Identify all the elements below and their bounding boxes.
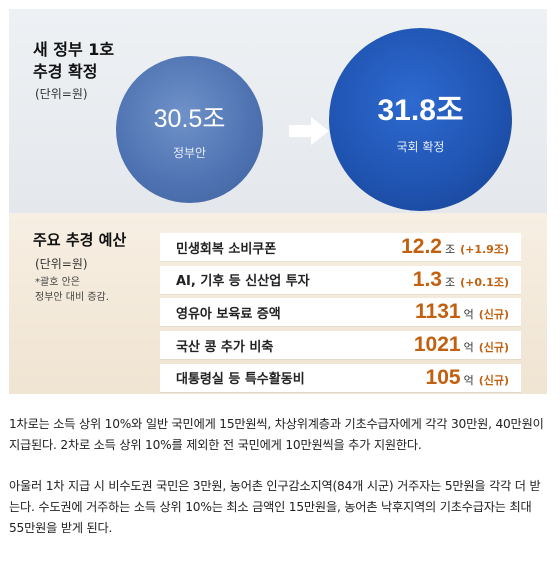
budget-item-change: (+0.1조) bbox=[460, 275, 509, 289]
budget-item-amount: 1021 bbox=[413, 333, 461, 357]
footnote-line1: *괄호 안은 bbox=[35, 277, 80, 288]
bottom-title: 주요 추경 예산 bbox=[33, 231, 127, 249]
budget-item-unit: 억 bbox=[463, 308, 474, 322]
budget-item-amount: 1.3 bbox=[412, 267, 442, 291]
budget-item-change: (신규) bbox=[478, 341, 509, 355]
budget-item-change: (+1.9조) bbox=[460, 243, 509, 256]
budget-item-value: 12.2 조 (+1.9조) bbox=[401, 235, 509, 259]
budget-item-value: 1131 억 (신규) bbox=[415, 300, 509, 324]
assembly-confirmed-circle: 31.8조 국회 확정 bbox=[329, 28, 512, 211]
article-paragraph-2: 아울러 1차 지급 시 비수도권 국민은 3만원, 농어촌 인구감소지역(84개… bbox=[9, 479, 541, 535]
bottom-footnote: *괄호 안은 정부안 대비 증감. bbox=[35, 275, 145, 305]
budget-item-unit: 조 bbox=[444, 275, 456, 289]
top-unit-label: (단위=원) bbox=[35, 87, 88, 101]
top-title: 새 정부 1호 추경 확정 bbox=[33, 39, 114, 83]
assembly-amount: 31.8조 bbox=[377, 93, 464, 127]
budget-item-change: (신규) bbox=[478, 308, 509, 322]
budget-item-value: 1.3 조 (+0.1조) bbox=[413, 268, 509, 292]
budget-item-label: 영유아 보육료 증액 bbox=[176, 306, 281, 322]
government-proposal-circle: 30.5조 정부안 bbox=[116, 56, 263, 203]
budget-row: 대통령실 등 특수활동비 105 억 (신규) bbox=[160, 363, 521, 392]
budget-infographic: 새 정부 1호 추경 확정 (단위=원) 30.5조 정부안 31.8조 국회 … bbox=[9, 9, 547, 394]
footnote-line2: 정부안 대비 증감. bbox=[35, 292, 109, 303]
major-budget-items-panel: 주요 추경 예산 (단위=원) *괄호 안은 정부안 대비 증감. 민생회복 소… bbox=[9, 213, 547, 394]
budget-row: 영유아 보육료 증액 1131 억 (신규) bbox=[160, 298, 521, 327]
budget-item-value: 1021 억 (신규) bbox=[414, 333, 509, 357]
budget-row: 민생회복 소비쿠폰 12.2 조 (+1.9조) bbox=[160, 233, 521, 261]
budget-item-label: 국산 콩 추가 비축 bbox=[176, 339, 274, 355]
supplementary-budget-comparison: 새 정부 1호 추경 확정 (단위=원) 30.5조 정부안 31.8조 국회 … bbox=[9, 9, 547, 213]
budget-item-label: 대통령실 등 특수활동비 bbox=[176, 372, 305, 388]
assembly-label: 국회 확정 bbox=[396, 139, 445, 154]
government-amount: 30.5조 bbox=[153, 104, 226, 133]
budget-item-change: (신규) bbox=[478, 373, 509, 387]
bottom-unit-label: (단위=원) bbox=[35, 257, 88, 271]
article-paragraph-1: 1차로는 소득 상위 10%와 일반 국민에게 15만원씩, 차상위계층과 기초… bbox=[9, 417, 544, 452]
budget-item-value: 105 억 (신규) bbox=[426, 366, 509, 390]
budget-item-amount: 12.2 bbox=[401, 235, 442, 258]
top-title-line2: 추경 확정 bbox=[33, 62, 98, 81]
government-label: 정부안 bbox=[172, 145, 207, 160]
budget-row: AI, 기후 등 신산업 투자 1.3 조 (+0.1조) bbox=[160, 265, 521, 294]
budget-item-amount: 1131 bbox=[415, 300, 461, 324]
budget-row: 국산 콩 추가 비축 1021 억 (신규) bbox=[160, 331, 521, 360]
budget-item-label: 민생회복 소비쿠폰 bbox=[176, 241, 277, 257]
budget-item-unit: 억 bbox=[463, 341, 474, 355]
budget-item-list: 민생회복 소비쿠폰 12.2 조 (+1.9조) AI, 기후 등 신산업 투자… bbox=[160, 233, 521, 396]
budget-item-unit: 조 bbox=[444, 243, 456, 256]
budget-item-unit: 억 bbox=[463, 373, 474, 387]
budget-item-amount: 105 bbox=[425, 365, 461, 389]
top-title-line1: 새 정부 1호 bbox=[33, 40, 115, 59]
article-body: 1차로는 소득 상위 10%와 일반 국민에게 15만원씩, 차상위계층과 기초… bbox=[9, 414, 549, 539]
budget-item-label: AI, 기후 등 신산업 투자 bbox=[176, 274, 310, 290]
arrow-right-icon bbox=[289, 117, 329, 145]
